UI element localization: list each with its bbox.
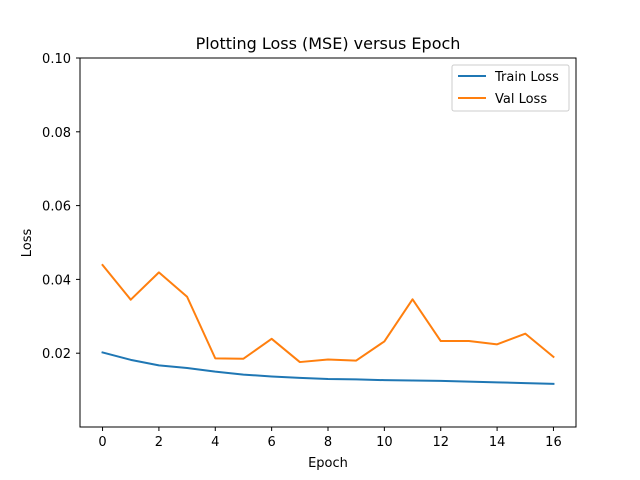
y-tick-label: 0.06 [42,200,71,215]
series-line-val-loss [101,263,555,364]
x-tick-label: 2 [155,435,163,450]
x-tick-label: 12 [432,435,449,450]
series-line-train-loss [101,351,555,385]
y-axis-ticks: 0.02 0.04 0.06 0.08 0.10 [42,52,80,362]
x-tick-label: 4 [211,435,219,450]
series-layer [101,263,555,385]
y-tick-label: 0.08 [42,126,71,141]
legend-label-val-loss: Val Loss [495,92,547,107]
x-tick-label: 10 [376,435,393,450]
x-tick-label: 8 [324,435,332,450]
x-axis-label: Epoch [308,456,348,471]
y-tick-label: 0.02 [42,347,71,362]
x-tick-label: 14 [489,435,506,450]
x-axis-ticks: 0 2 4 6 8 10 12 14 16 [98,427,562,450]
x-tick-label: 0 [98,435,106,450]
chart-title: Plotting Loss (MSE) versus Epoch [196,34,461,53]
y-tick-label: 0.10 [42,52,71,67]
y-tick-label: 0.04 [42,273,71,288]
x-tick-label: 6 [267,435,275,450]
legend: Train Loss Val Loss [451,64,570,112]
y-axis-label: Loss [20,229,35,258]
x-tick-label: 16 [545,435,562,450]
legend-label-train-loss: Train Loss [494,70,559,85]
